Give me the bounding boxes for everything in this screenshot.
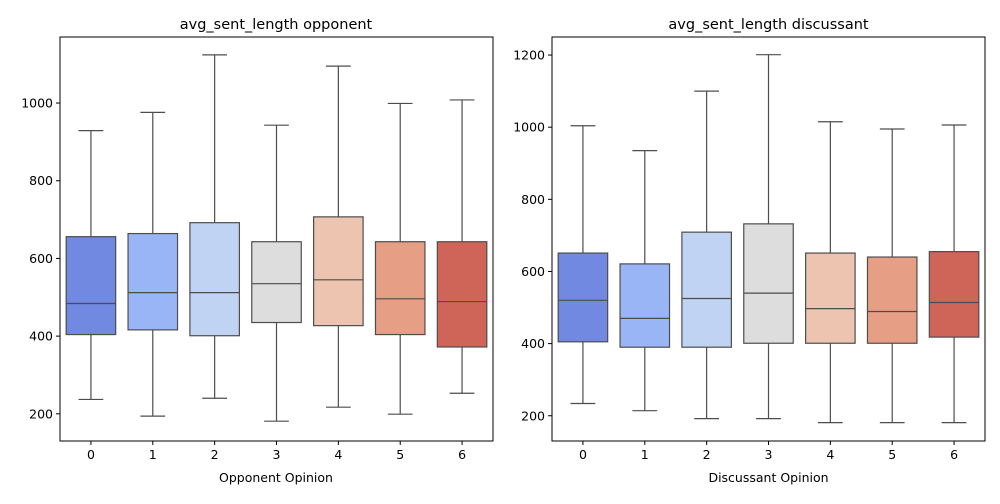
x-axis-label: Opponent Opinion [219, 470, 333, 485]
box-1 [127, 111, 179, 417]
x-tick-label: 5 [396, 447, 404, 462]
box-4 [313, 65, 364, 408]
chart-title: avg_sent_length discussant [668, 17, 868, 33]
y-tick-label: 1000 [513, 120, 545, 135]
y-tick-label: 200 [29, 406, 53, 421]
axes-frame [59, 36, 494, 442]
box-2 [189, 54, 240, 399]
x-tick-label: 1 [641, 447, 649, 462]
iqr-box [681, 231, 732, 348]
iqr-box [743, 223, 794, 344]
x-tick-label: 3 [765, 447, 773, 462]
box-2 [681, 90, 732, 420]
box-0 [557, 125, 609, 405]
y-tick-label: 400 [521, 336, 545, 351]
box-6 [928, 124, 980, 424]
y-tick-label: 800 [521, 192, 545, 207]
x-tick-label: 2 [211, 447, 219, 462]
x-tick-label: 5 [888, 447, 896, 462]
chart-discussant: avg_sent_length discussant 200 400 600 800 1… [513, 17, 986, 485]
x-tick-label: 6 [458, 447, 466, 462]
y-tick-label: 1200 [513, 48, 545, 63]
iqr-box [251, 241, 302, 324]
x-tick-label: 0 [579, 447, 587, 462]
box-1 [619, 150, 671, 412]
x-tick-label: 1 [149, 447, 157, 462]
x-tick-label: 6 [950, 447, 958, 462]
chart-title: avg_sent_length opponent [180, 17, 373, 33]
y-tick-label: 600 [521, 264, 545, 279]
y-tick-label: 200 [521, 408, 545, 423]
iqr-box [805, 252, 856, 344]
plot-area: 200 400 600 800 1000 0 1 2 3 4 5 6 [21, 36, 494, 462]
iqr-box [127, 232, 179, 331]
x-tick-label: 4 [334, 447, 342, 462]
y-tick-label: 800 [29, 173, 53, 188]
iqr-box [866, 256, 918, 344]
iqr-box [557, 252, 609, 343]
x-tick-label: 0 [87, 447, 95, 462]
x-tick-label: 4 [826, 447, 834, 462]
y-tick-label: 400 [29, 329, 53, 344]
iqr-box [436, 241, 488, 348]
x-tick-label: 3 [273, 447, 281, 462]
box-6 [436, 99, 488, 394]
iqr-box [189, 222, 240, 337]
axes-frame [551, 36, 986, 442]
x-tick-label: 2 [703, 447, 711, 462]
iqr-box [65, 236, 117, 336]
box-5 [374, 102, 426, 415]
box-0 [65, 130, 117, 401]
iqr-box [374, 241, 426, 336]
box-5 [866, 128, 918, 424]
box-3 [251, 124, 302, 422]
chart-opponent: avg_sent_length opponent 200 400 600 800 100… [21, 17, 494, 485]
iqr-box [619, 263, 671, 348]
plot-area: 200 400 600 800 1000 1200 0 1 2 3 4 5 6 [513, 36, 986, 462]
y-tick-label: 1000 [21, 96, 53, 111]
y-tick-label: 600 [29, 251, 53, 266]
iqr-box [313, 216, 364, 327]
iqr-box [928, 251, 980, 338]
x-axis-label: Discussant Opinion [708, 470, 828, 485]
box-4 [805, 121, 856, 424]
box-3 [743, 54, 794, 420]
